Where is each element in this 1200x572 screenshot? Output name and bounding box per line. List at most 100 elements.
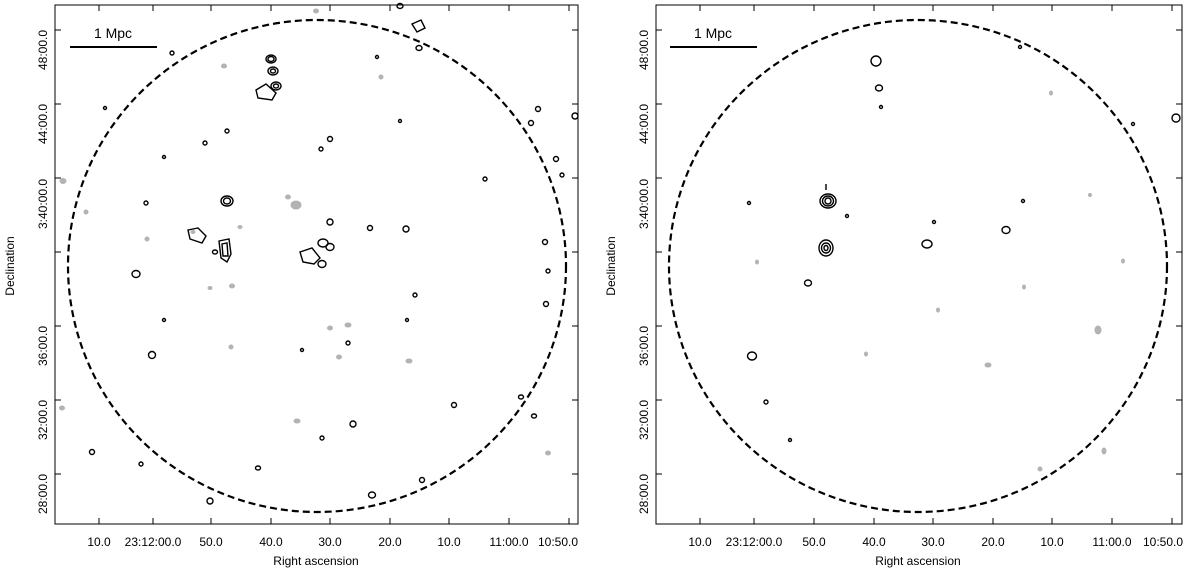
left-xtick-label: 11:00.0 bbox=[489, 535, 528, 549]
right-contour bbox=[1020, 198, 1026, 204]
left-contour bbox=[221, 242, 229, 257]
left-contour bbox=[222, 197, 232, 205]
right-contour bbox=[803, 279, 813, 287]
left-contour bbox=[317, 238, 329, 248]
right-contour bbox=[819, 193, 837, 209]
right-contour bbox=[931, 219, 937, 225]
left-negative-contour bbox=[378, 74, 384, 80]
right-contour bbox=[820, 242, 832, 254]
left-contour bbox=[559, 172, 565, 178]
left-negative-contour bbox=[144, 236, 150, 242]
left-ytick-label: 28:00.0 bbox=[36, 474, 50, 514]
left-contour bbox=[206, 497, 214, 505]
right-radio-contours bbox=[746, 44, 1181, 443]
left-contour bbox=[450, 401, 458, 409]
right-xtick-label: 23:12:00.0 bbox=[726, 535, 783, 549]
right-negative-contour bbox=[936, 307, 940, 313]
left-contour bbox=[161, 154, 167, 160]
left-contour bbox=[270, 81, 282, 91]
left-contour bbox=[211, 249, 219, 255]
left-contour bbox=[482, 176, 488, 182]
left-contour bbox=[534, 105, 542, 113]
left-contour bbox=[349, 420, 357, 428]
right-negative-contour bbox=[755, 259, 759, 265]
left-xtick-label: 40.0 bbox=[259, 535, 283, 549]
left-plot-frame bbox=[54, 4, 579, 525]
left-negative-contour bbox=[59, 405, 65, 411]
right-negative-contour bbox=[1088, 193, 1092, 197]
left-contour bbox=[218, 238, 232, 264]
right-xtick-label: 11:00.0 bbox=[1092, 535, 1131, 549]
right-ytick-label: 48:00.0 bbox=[637, 30, 651, 70]
left-contour bbox=[265, 54, 277, 64]
left-contour bbox=[415, 44, 423, 52]
left-negative-contour bbox=[229, 283, 235, 289]
left-contour bbox=[299, 247, 321, 265]
left-xaxis-title: Right ascension bbox=[273, 554, 358, 568]
left-contour bbox=[318, 146, 324, 152]
left-contour bbox=[530, 413, 538, 419]
left-negative-contour bbox=[237, 225, 243, 229]
left-contour bbox=[418, 476, 426, 484]
left-contour bbox=[367, 491, 377, 499]
left-ytick-label: 3:40:00.0 bbox=[36, 179, 50, 229]
left-contour bbox=[404, 317, 410, 323]
right-plot-frame bbox=[655, 4, 1183, 525]
left-negative-contour bbox=[285, 194, 291, 200]
right-ytick-label: 28:00.0 bbox=[637, 474, 651, 514]
left-negative-contour bbox=[83, 209, 89, 215]
right-xtick-label: 10.0 bbox=[688, 535, 712, 549]
left-ytick-label: 48:00.0 bbox=[36, 30, 50, 70]
left-contour bbox=[299, 347, 305, 353]
left-contour bbox=[542, 300, 550, 308]
right-negative-contour bbox=[1022, 284, 1026, 290]
left-contour bbox=[541, 238, 549, 246]
left-xtick-label: 50.0 bbox=[199, 535, 223, 549]
left-ytick-label: 36:00.0 bbox=[36, 326, 50, 366]
left-ytick-label: 44:00.0 bbox=[36, 104, 50, 144]
left-contour bbox=[161, 317, 167, 323]
right-negative-contour bbox=[1049, 90, 1053, 96]
left-negative-contour bbox=[221, 63, 227, 69]
left-axis-ticks bbox=[55, 5, 578, 524]
right-negative-contour bbox=[864, 351, 868, 357]
left-contour bbox=[345, 340, 351, 346]
left-contour bbox=[102, 105, 108, 111]
left-radio-contours bbox=[88, 2, 579, 505]
right-contour bbox=[746, 200, 752, 206]
left-contour bbox=[267, 55, 275, 63]
left-contour bbox=[412, 292, 418, 298]
right-negative-contour bbox=[984, 362, 992, 368]
left-negative-contour bbox=[190, 230, 196, 234]
left-contour bbox=[220, 195, 234, 207]
left-contour bbox=[143, 200, 149, 206]
left-contour bbox=[571, 112, 579, 120]
left-contour bbox=[402, 225, 410, 233]
left-negative-contour bbox=[59, 178, 67, 184]
left-negative-contour bbox=[405, 358, 413, 364]
right-contour bbox=[787, 437, 793, 443]
left-contour bbox=[187, 227, 207, 244]
right-scale-bar-label: 1 Mpc bbox=[694, 25, 732, 41]
left-contour bbox=[396, 2, 404, 10]
right-negative-contour bbox=[1121, 258, 1125, 264]
right-negative-contour bbox=[1094, 325, 1102, 335]
right-axis-ticks bbox=[656, 5, 1182, 524]
right-contour bbox=[1130, 121, 1136, 127]
right-contour bbox=[921, 239, 933, 249]
left-negative-contour bbox=[290, 200, 302, 210]
right-contour bbox=[1171, 113, 1181, 123]
left-contour bbox=[366, 224, 374, 232]
left-contour bbox=[202, 140, 208, 146]
left-xtick-label: 10.0 bbox=[437, 535, 461, 549]
left-contour bbox=[319, 435, 325, 441]
left-primary-beam-circle bbox=[66, 18, 568, 514]
left-contour bbox=[325, 242, 335, 252]
left-negative-contour bbox=[336, 354, 342, 360]
right-primary-beam-circle bbox=[667, 18, 1169, 514]
left-contour bbox=[272, 83, 280, 89]
left-scale-bar-label: 1 Mpc bbox=[94, 25, 132, 41]
left-contour bbox=[326, 135, 334, 143]
right-xtick-label: 40.0 bbox=[862, 535, 886, 549]
